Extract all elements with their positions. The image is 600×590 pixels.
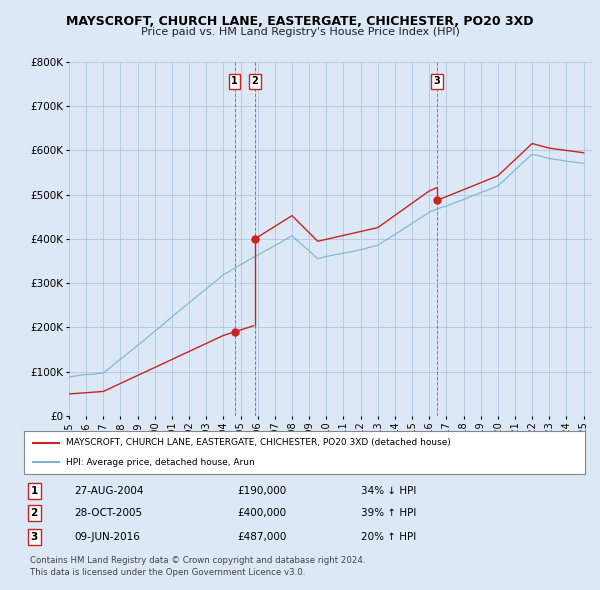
- Text: 3: 3: [31, 532, 38, 542]
- Text: MAYSCROFT, CHURCH LANE, EASTERGATE, CHICHESTER, PO20 3XD (detached house): MAYSCROFT, CHURCH LANE, EASTERGATE, CHIC…: [66, 438, 451, 447]
- Text: £190,000: £190,000: [237, 486, 286, 496]
- Text: 09-JUN-2016: 09-JUN-2016: [74, 532, 140, 542]
- Text: £400,000: £400,000: [237, 508, 286, 518]
- Text: MAYSCROFT, CHURCH LANE, EASTERGATE, CHICHESTER, PO20 3XD: MAYSCROFT, CHURCH LANE, EASTERGATE, CHIC…: [66, 15, 534, 28]
- Text: This data is licensed under the Open Government Licence v3.0.: This data is licensed under the Open Gov…: [30, 568, 305, 576]
- Text: Price paid vs. HM Land Registry's House Price Index (HPI): Price paid vs. HM Land Registry's House …: [140, 27, 460, 37]
- Text: 20% ↑ HPI: 20% ↑ HPI: [361, 532, 416, 542]
- Text: 1: 1: [31, 486, 38, 496]
- Text: 1: 1: [231, 76, 238, 86]
- Text: 39% ↑ HPI: 39% ↑ HPI: [361, 508, 416, 518]
- Text: £487,000: £487,000: [237, 532, 287, 542]
- Text: HPI: Average price, detached house, Arun: HPI: Average price, detached house, Arun: [66, 458, 255, 467]
- Text: Contains HM Land Registry data © Crown copyright and database right 2024.: Contains HM Land Registry data © Crown c…: [30, 556, 365, 565]
- Text: 34% ↓ HPI: 34% ↓ HPI: [361, 486, 416, 496]
- Text: 3: 3: [433, 76, 440, 86]
- Text: 27-AUG-2004: 27-AUG-2004: [74, 486, 144, 496]
- Text: 28-OCT-2005: 28-OCT-2005: [74, 508, 143, 518]
- Text: 2: 2: [251, 76, 258, 86]
- Text: 2: 2: [31, 508, 38, 518]
